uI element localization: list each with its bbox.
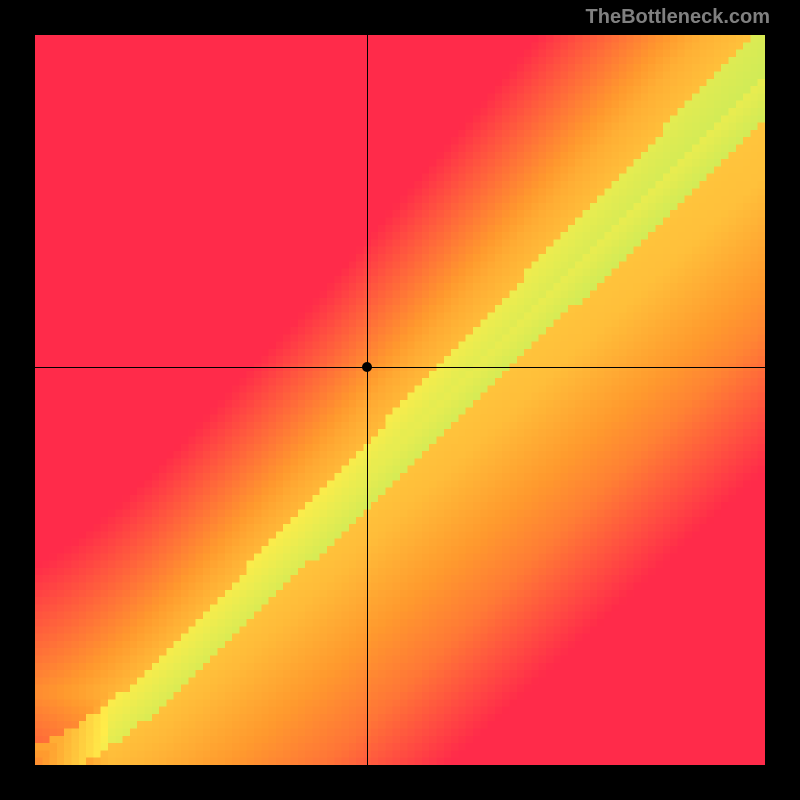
watermark-text: TheBottleneck.com (586, 6, 770, 29)
chart-container: { "watermark": { "text": "TheBottleneck.… (0, 0, 800, 800)
bottleneck-heatmap (35, 35, 765, 765)
crosshair-horizontal (35, 367, 765, 368)
crosshair-marker (362, 362, 372, 372)
crosshair-vertical (367, 35, 368, 765)
